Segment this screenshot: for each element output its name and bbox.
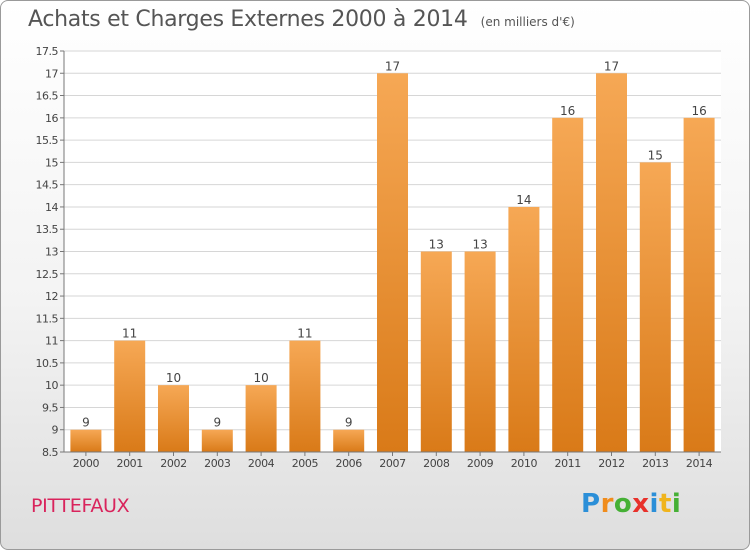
- x-tick-label: 2005: [292, 457, 319, 470]
- y-tick-label: 11.5: [36, 312, 59, 325]
- y-tick-label: 11: [45, 335, 58, 348]
- x-tick-label: 2003: [204, 457, 231, 470]
- x-tick-label: 2000: [73, 457, 100, 470]
- y-tick-label: 15.5: [36, 134, 59, 147]
- y-tick-label: 8.5: [42, 446, 58, 459]
- x-tick-label: 2014: [686, 457, 713, 470]
- data-label: 13: [429, 238, 444, 252]
- y-tick-label: 16: [45, 112, 58, 125]
- bar: [114, 340, 146, 452]
- bar: [333, 429, 365, 452]
- data-label: 13: [472, 238, 487, 252]
- y-tick-label: 9: [52, 424, 59, 437]
- logo-letter: x: [632, 489, 650, 519]
- y-tick-label: 13: [45, 246, 58, 259]
- x-tick-label: 2004: [248, 457, 275, 470]
- x-tick-label: 2001: [116, 457, 142, 470]
- bar: [552, 117, 584, 452]
- data-label: 11: [297, 327, 312, 341]
- bar: [420, 251, 452, 452]
- bar: [508, 206, 540, 452]
- x-tick-label: 2002: [160, 457, 186, 470]
- data-label: 9: [213, 416, 221, 430]
- logo-letter: o: [613, 489, 633, 519]
- proxiti-logo: Proxiti: [581, 489, 681, 519]
- x-tick-label: 2010: [511, 457, 538, 470]
- data-label: 16: [691, 104, 706, 118]
- bar: [596, 73, 627, 453]
- data-label: 14: [516, 193, 531, 207]
- chart-title-block: Achats et Charges Externes 2000 à 2014 (…: [28, 7, 575, 32]
- data-label: 10: [253, 371, 268, 385]
- y-tick-label: 12: [45, 290, 58, 303]
- data-label: 9: [82, 416, 90, 430]
- y-tick-label: 10.5: [36, 357, 59, 370]
- y-tick-label: 16.5: [36, 90, 59, 103]
- logo-letter: t: [658, 489, 672, 519]
- x-tick-label: 2007: [379, 457, 406, 470]
- bar: [639, 162, 671, 452]
- logo-letter: i: [649, 489, 659, 519]
- chart-title: Achats et Charges Externes 2000 à 2014: [28, 7, 468, 32]
- x-tick-label: 2011: [554, 457, 580, 470]
- bar: [158, 385, 189, 452]
- commune-name: PITTEFAUX: [31, 495, 130, 517]
- bar: [70, 429, 102, 452]
- bar: [289, 340, 321, 452]
- bar: [464, 251, 496, 452]
- data-label: 11: [122, 327, 137, 341]
- x-tick-label: 2008: [423, 457, 450, 470]
- data-label: 15: [648, 148, 663, 162]
- data-label: 17: [604, 59, 619, 73]
- data-label: 16: [560, 104, 575, 118]
- y-tick-label: 14.5: [36, 179, 59, 192]
- data-label: 10: [166, 371, 181, 385]
- y-tick-label: 17.5: [36, 45, 59, 58]
- y-tick-label: 9.5: [42, 401, 58, 414]
- y-tick-label: 12.5: [36, 268, 59, 281]
- y-tick-label: 14: [45, 201, 58, 214]
- bar: [201, 429, 233, 452]
- data-label: 17: [385, 59, 400, 73]
- chart-unit: (en milliers d'€): [480, 15, 575, 29]
- y-tick-label: 15: [45, 156, 58, 169]
- y-tick-label: 10: [45, 379, 58, 392]
- x-tick-label: 2012: [598, 457, 624, 470]
- bar: [683, 117, 715, 452]
- x-tick-label: 2009: [467, 457, 494, 470]
- logo-letter: P: [581, 489, 601, 519]
- y-tick-label: 13.5: [36, 223, 59, 236]
- bar: [245, 385, 277, 452]
- logo-letter: r: [600, 489, 614, 519]
- bar: [377, 73, 408, 453]
- x-tick-label: 2006: [335, 457, 362, 470]
- x-tick-label: 2013: [642, 457, 669, 470]
- y-tick-label: 17: [45, 67, 58, 80]
- logo-letter: i: [671, 489, 682, 519]
- data-label: 9: [345, 416, 353, 430]
